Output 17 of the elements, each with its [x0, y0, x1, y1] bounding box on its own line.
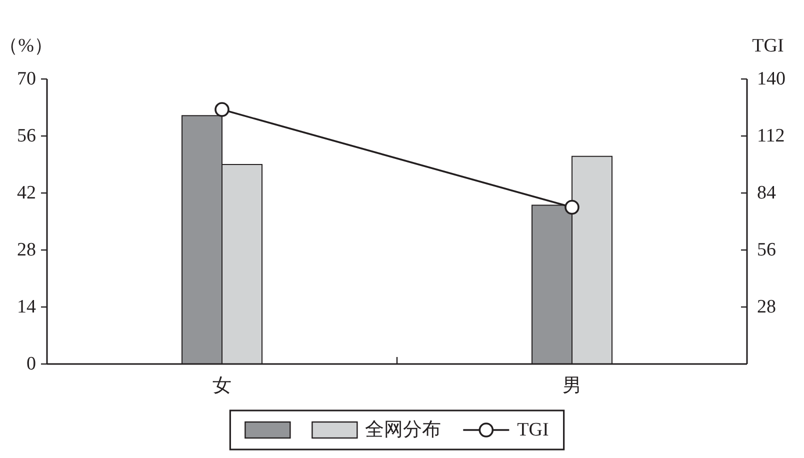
y-axis-title: （%） [0, 36, 53, 56]
legend-label: TGI [517, 420, 549, 440]
x-tick-label: 女 [212, 376, 232, 396]
y-tick-label: 14 [17, 296, 36, 318]
y2-tick-label: 28 [757, 296, 776, 318]
y-tick-label: 28 [17, 240, 36, 260]
y2-tick-label: 56 [757, 240, 776, 260]
y2-tick-label: 112 [757, 126, 785, 146]
y2-tick-label: 140 [757, 68, 786, 90]
x-tick-label: 男 [562, 376, 582, 396]
y-tick-label: 56 [17, 126, 36, 146]
y-tick-label: 42 [17, 182, 36, 204]
y-tick-label: 70 [17, 68, 36, 90]
y-tick-label: 0 [26, 354, 36, 374]
y2-axis-title: TGI [752, 36, 784, 56]
legend-label: 全网分布 [365, 420, 442, 440]
y2-tick-label: 84 [757, 182, 776, 204]
